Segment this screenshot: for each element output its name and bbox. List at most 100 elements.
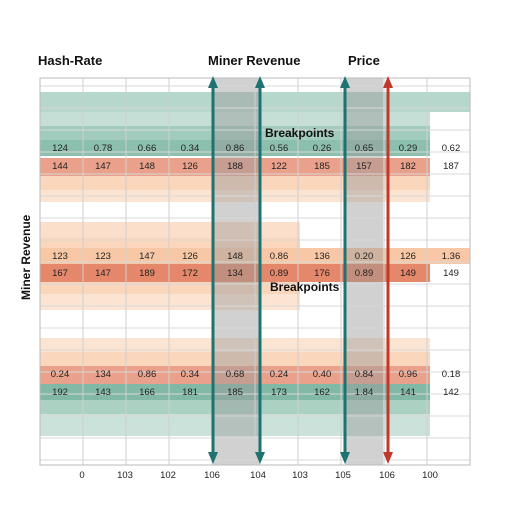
arrow-3-head-down [340, 452, 350, 464]
cell-r1-c10: 0.62 [442, 143, 461, 154]
cell-r5-c7: 0.40 [313, 369, 332, 380]
cell-r4-c10: 149 [443, 268, 459, 279]
band-18 [40, 400, 430, 414]
cell-r4-c5: 134 [227, 268, 243, 279]
band-5 [40, 158, 430, 176]
cell-r4-c8: 0.89 [355, 268, 374, 279]
cell-r6-c2: 143 [95, 387, 111, 398]
cell-r2-c9: 182 [400, 161, 416, 172]
cell-r3-c4: 126 [182, 251, 198, 262]
cell-r2-c7: 185 [314, 161, 330, 172]
cell-r2-c5: 188 [227, 161, 243, 172]
cell-r5-c8: 0.84 [355, 369, 374, 380]
cell-r3-c5: 148 [227, 251, 243, 262]
arrow-2 [255, 76, 265, 464]
cell-r5-c9: 0.96 [399, 369, 418, 380]
x-tick-8: 106 [379, 470, 395, 481]
cell-r4-c1: 167 [52, 268, 68, 279]
cell-r5-c3: 0.86 [138, 369, 157, 380]
header-hash-rate: Hash-Rate [38, 53, 102, 68]
arrow-2-head-down [255, 452, 265, 464]
x-tick-3: 102 [160, 470, 176, 481]
cell-r5-c10: 0.18 [442, 369, 461, 380]
cell-r1-c5: 0.86 [226, 143, 245, 154]
header-price: Price [348, 53, 380, 68]
cell-r6-c10: 142 [443, 387, 459, 398]
cell-r5-c4: 0.34 [181, 369, 200, 380]
cell-r5-c2: 134 [95, 369, 111, 380]
cell-r4-c4: 172 [182, 268, 198, 279]
cell-r3-c7: 136 [314, 251, 330, 262]
cell-r1-c8: 0.65 [355, 143, 374, 154]
x-tick-labels: 0 103 102 106 104 103 105 106 100 [79, 470, 438, 481]
cell-r3-c6: 0.86 [270, 251, 289, 262]
cell-r6-c7: 162 [314, 387, 330, 398]
cell-r6-c4: 181 [182, 387, 198, 398]
cell-r4-c9: 149 [400, 268, 416, 279]
x-tick-1: 0 [79, 470, 84, 481]
cell-r6-c5: 185 [227, 387, 243, 398]
vertical-arrows [208, 76, 393, 464]
cell-r3-c8: 0.20 [355, 251, 374, 262]
cell-r3-c10: 1.36 [442, 251, 461, 262]
cell-r6-c1: 192 [52, 387, 68, 398]
cell-r4-c7: 176 [314, 268, 330, 279]
band-16 [40, 366, 430, 384]
band-17 [40, 384, 430, 400]
band-8 [40, 222, 300, 238]
cell-r1-c1: 124 [52, 143, 68, 154]
cell-r1-c9: 0.29 [399, 143, 418, 154]
x-tick-9: 100 [422, 470, 438, 481]
cell-r6-c9: 141 [400, 387, 416, 398]
arrow-3-head-up [340, 76, 350, 88]
cell-r2-c1: 144 [52, 161, 68, 172]
cell-r4-c2: 147 [95, 268, 111, 279]
x-tick-5: 104 [250, 470, 266, 481]
cell-r3-c3: 147 [139, 251, 155, 262]
arrow-1 [208, 76, 218, 464]
cell-r1-c4: 0.34 [181, 143, 200, 154]
header-miner-revenue: Miner Revenue [208, 53, 300, 68]
x-tick-7: 105 [335, 470, 351, 481]
cell-r4-c3: 189 [139, 268, 155, 279]
arrow-4 [383, 76, 393, 464]
cell-r2-c4: 126 [182, 161, 198, 172]
band-9 [40, 238, 300, 248]
band-15 [40, 352, 430, 366]
cell-r1-c6: 0.56 [270, 143, 289, 154]
band-2 [40, 112, 430, 126]
cell-r3-c1: 123 [52, 251, 68, 262]
arrow-4-head-up [383, 76, 393, 88]
cell-r2-c8: 157 [356, 161, 372, 172]
cell-r5-c5: 0.68 [226, 369, 245, 380]
cell-r1-c7: 0.26 [313, 143, 332, 154]
band-14 [40, 338, 430, 352]
arrow-1-head-down [208, 452, 218, 464]
cell-r4-c6: 0.89 [270, 268, 289, 279]
cell-r3-c2: 123 [95, 251, 111, 262]
cell-r6-c3: 166 [139, 387, 155, 398]
arrow-1-head-up [208, 76, 218, 88]
cell-r1-c2: 0.78 [94, 143, 113, 154]
cell-r2-c2: 147 [95, 161, 111, 172]
cell-r1-c3: 0.66 [138, 143, 157, 154]
cell-r5-c1: 0.24 [51, 369, 70, 380]
cell-r6-c8: 1.84 [355, 387, 374, 398]
x-tick-2: 103 [117, 470, 133, 481]
cell-r6-c6: 173 [271, 387, 287, 398]
band-11 [40, 264, 430, 282]
breakpoints-label-top: Breakpoints [265, 126, 335, 140]
breakpoints-label-middle: Breakpoints [270, 280, 340, 294]
y-axis-label: Miner Revenue [19, 214, 33, 300]
cell-r2-c6: 122 [271, 161, 287, 172]
arrow-3 [340, 76, 350, 464]
gray-strip-price [345, 78, 383, 465]
band-12 [40, 282, 300, 294]
arrow-4-head-down [383, 452, 393, 464]
x-tick-4: 106 [204, 470, 220, 481]
cell-r5-c6: 0.24 [270, 369, 289, 380]
plot-frame [39, 77, 471, 466]
band-6 [40, 176, 430, 190]
cell-r3-c9: 126 [400, 251, 416, 262]
